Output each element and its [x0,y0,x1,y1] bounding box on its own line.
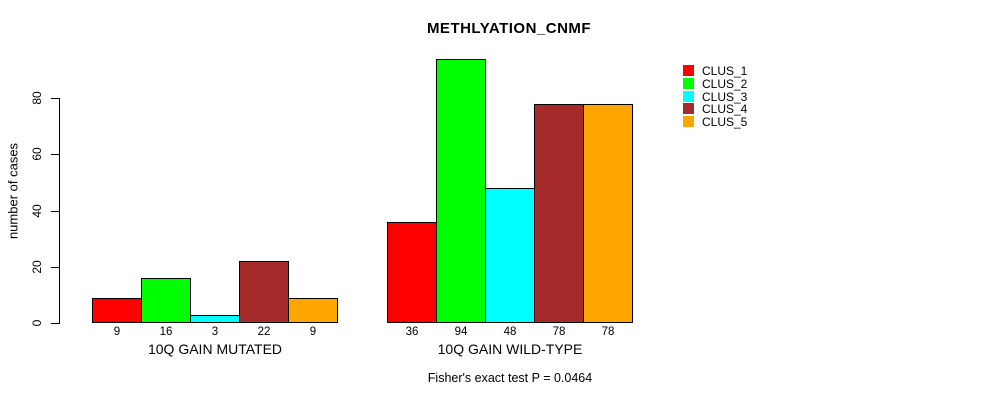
legend-swatch-clus_4 [683,103,694,115]
bar-value-label: 9 [113,326,121,338]
y-axis-tick-label: 0 [30,319,44,327]
y-axis-tick-label: 20 [30,260,44,274]
bar-value-label: 3 [211,326,219,338]
legend-item-label: CLUS_4 [702,102,748,117]
y-axis-tick [51,154,60,156]
y-axis-tick-label: 80 [30,91,44,105]
bar-value-label: 16 [159,326,173,338]
bar-clus_3-group2 [485,188,535,323]
bar-clus_2-group2 [436,58,486,323]
x-group-label: 10Q GAIN MUTATED [147,341,283,357]
legend-item-label: CLUS_2 [702,76,748,91]
legend-swatch-clus_3 [683,90,694,102]
x-group-label: 10Q GAIN WILD-TYPE [437,341,583,357]
bar-clus_2-group1 [141,278,191,323]
y-axis-tick [51,323,60,324]
bar-clus_1-group1 [92,297,142,323]
y-axis-label: number of cases [5,142,21,240]
bar-clus_3-group1 [190,314,240,323]
bar-value-label: 78 [552,326,566,338]
legend-swatch-clus_5 [683,116,694,128]
bar-clus_1-group2 [387,221,437,323]
legend-item-label: CLUS_5 [702,115,748,130]
chart-title: METHLYATION_CNMF [426,20,592,37]
y-axis-tick [51,210,60,212]
y-axis-tick [51,98,60,99]
bar-value-label: 22 [257,326,271,338]
bar-clus_4-group1 [239,261,289,323]
y-axis-tick-label: 60 [30,147,44,161]
bar-value-label: 78 [601,326,615,338]
bar-value-label: 36 [405,326,419,338]
bar-clus_5-group1 [288,297,338,323]
y-axis-tick [51,266,60,268]
bar-value-label: 94 [454,326,468,338]
legend-item-label: CLUS_3 [702,89,748,104]
bar-clus_4-group2 [534,103,584,323]
y-axis-tick-label: 40 [30,203,44,218]
legend-swatch-clus_2 [683,77,694,89]
bar-value-label: 48 [503,326,517,338]
legend-swatch-clus_1 [683,65,694,76]
legend-item-label: CLUS_1 [702,64,748,78]
bar-clus_5-group2 [583,103,633,323]
annotation-fisher-test: Fisher's exact test P = 0.0464 [427,371,593,385]
bar-value-label: 9 [309,326,317,338]
